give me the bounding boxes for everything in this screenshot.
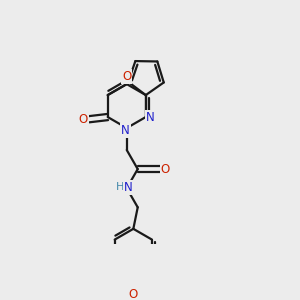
Text: O: O bbox=[161, 163, 170, 176]
Text: N: N bbox=[146, 110, 155, 124]
Text: N: N bbox=[124, 181, 132, 194]
Text: O: O bbox=[129, 288, 138, 300]
Text: H: H bbox=[116, 182, 124, 192]
Text: N: N bbox=[121, 124, 130, 136]
Text: O: O bbox=[122, 70, 132, 83]
Text: O: O bbox=[79, 113, 88, 126]
